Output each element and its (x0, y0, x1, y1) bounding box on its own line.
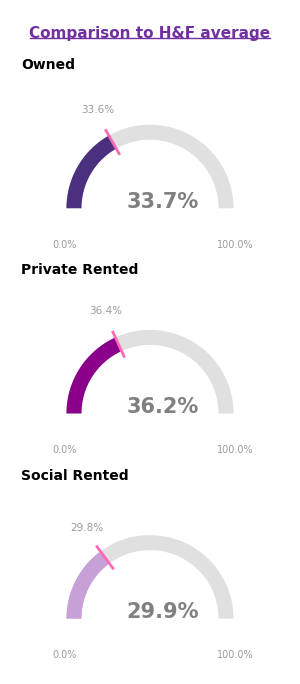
Text: 33.6%: 33.6% (81, 105, 114, 115)
Polygon shape (66, 124, 234, 208)
Text: Comparison to H&F average: Comparison to H&F average (29, 26, 271, 41)
Text: Owned: Owned (21, 58, 75, 72)
Text: 100.0%: 100.0% (217, 240, 254, 250)
Polygon shape (66, 330, 234, 413)
Text: Social Rented: Social Rented (21, 469, 129, 482)
Text: 29.8%: 29.8% (70, 523, 103, 533)
Text: 100.0%: 100.0% (217, 650, 254, 661)
Text: 0.0%: 0.0% (52, 445, 77, 456)
Text: 0.0%: 0.0% (52, 240, 77, 250)
Polygon shape (66, 135, 116, 208)
Text: 100.0%: 100.0% (217, 445, 254, 456)
Polygon shape (66, 338, 121, 413)
Text: 36.2%: 36.2% (126, 397, 199, 417)
Text: 33.7%: 33.7% (126, 192, 199, 211)
Polygon shape (66, 535, 234, 618)
Polygon shape (66, 551, 110, 618)
Text: Private Rented: Private Rented (21, 263, 138, 277)
Text: 0.0%: 0.0% (52, 650, 77, 661)
Text: 36.4%: 36.4% (89, 306, 122, 316)
Text: 29.9%: 29.9% (126, 602, 199, 622)
